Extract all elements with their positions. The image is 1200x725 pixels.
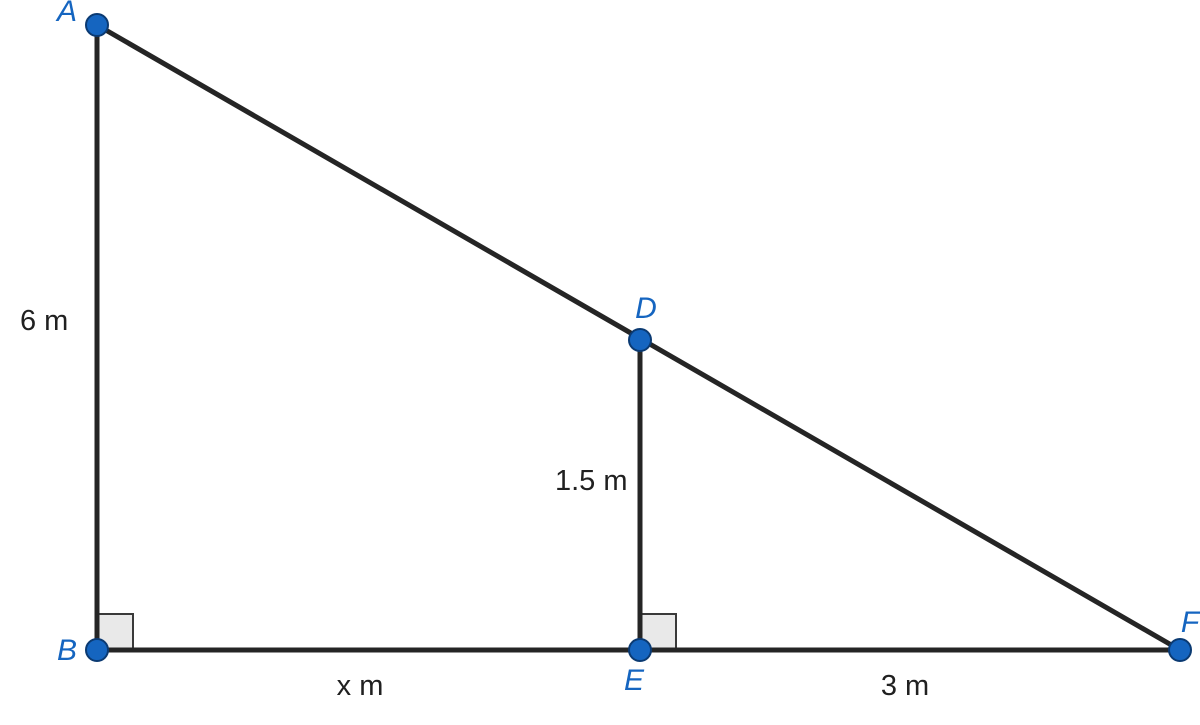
label-E: E xyxy=(624,664,645,697)
label-A: A xyxy=(55,0,77,28)
point-D xyxy=(629,329,651,351)
measure-BE: x m xyxy=(337,670,384,702)
measure-AB: 6 m xyxy=(20,305,68,337)
point-B xyxy=(86,639,108,661)
label-D: D xyxy=(635,292,657,325)
label-F: F xyxy=(1181,606,1200,639)
point-F xyxy=(1169,639,1191,661)
measure-EF: 3 m xyxy=(881,670,929,702)
measure-DE: 1.5 m xyxy=(555,465,628,497)
point-A xyxy=(86,14,108,36)
label-B: B xyxy=(57,634,77,667)
point-E xyxy=(629,639,651,661)
